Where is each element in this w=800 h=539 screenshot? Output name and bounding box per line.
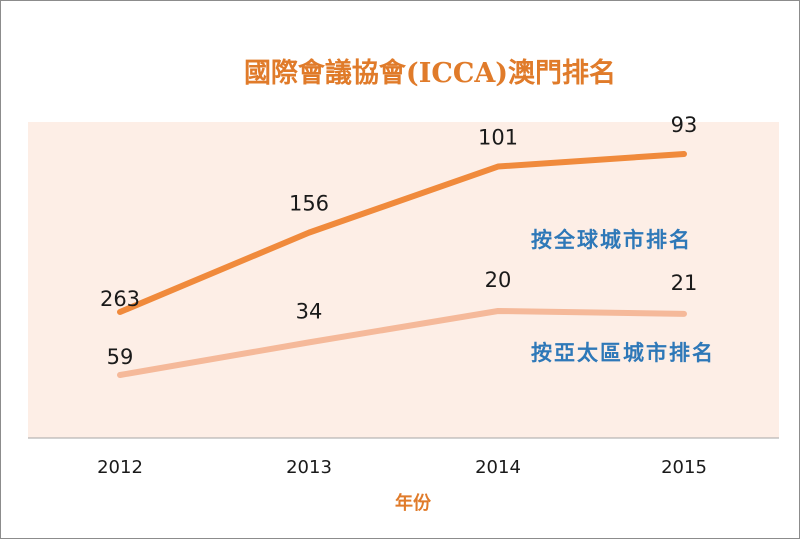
series-name-label: 按全球城市排名 bbox=[531, 228, 692, 252]
series-line-1 bbox=[117, 151, 687, 315]
x-axis-title: 年份 bbox=[395, 492, 432, 514]
data-label: 156 bbox=[289, 192, 329, 216]
x-tick-label: 2012 bbox=[97, 457, 143, 478]
x-tick-label: 2014 bbox=[475, 457, 521, 478]
chart-title: 國際會議協會(ICCA)澳門排名 bbox=[244, 57, 616, 89]
series-line-2 bbox=[117, 308, 687, 378]
data-label: 34 bbox=[296, 299, 323, 323]
data-label: 93 bbox=[671, 113, 698, 137]
data-label: 101 bbox=[478, 126, 518, 150]
x-tick-label: 2015 bbox=[661, 457, 707, 478]
data-label: 59 bbox=[107, 345, 134, 369]
x-tick-label: 2013 bbox=[286, 457, 332, 478]
data-label: 263 bbox=[100, 287, 140, 311]
data-label: 20 bbox=[485, 268, 512, 292]
plot-area bbox=[28, 122, 779, 438]
data-label: 21 bbox=[671, 271, 698, 295]
series-name-label: 按亞太區城市排名 bbox=[531, 341, 715, 365]
